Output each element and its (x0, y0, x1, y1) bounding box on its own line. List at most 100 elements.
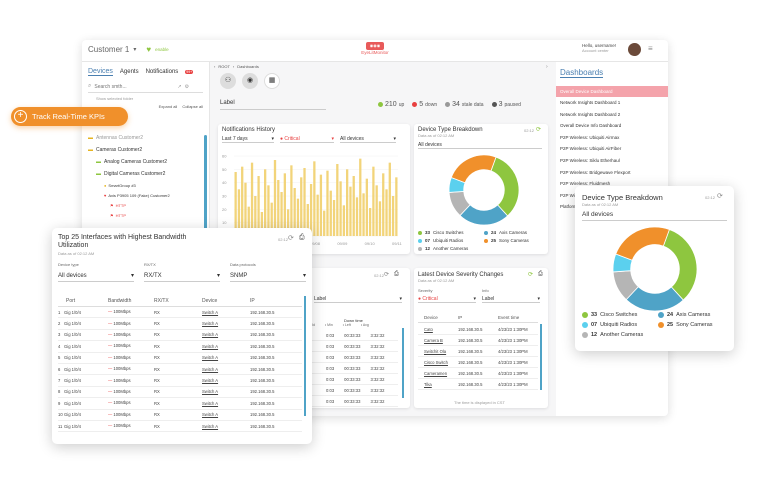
bar[interactable] (241, 166, 244, 236)
donut-slice-sony-cameras[interactable] (450, 154, 497, 184)
bar[interactable] (267, 185, 270, 236)
table-row[interactable]: 8 Gig 1/0/4 〰 100Mbps RX Switch A 192.168.30.… (58, 387, 302, 399)
bar[interactable] (273, 160, 277, 236)
bar[interactable] (349, 186, 352, 236)
table-row[interactable]: Tika 192.168.30.5 4/23/23 1:30PM (418, 379, 538, 390)
dashboard-item[interactable]: Platform (560, 204, 577, 210)
refresh-icon[interactable]: ⟳ (536, 127, 542, 133)
grid-icon[interactable]: ▦ (264, 73, 280, 89)
table-row[interactable]: Camera B 192.168.30.5 4/23/23 1:30PM (418, 335, 538, 346)
device-type-select[interactable]: All devices ▾ (58, 272, 134, 282)
breadcrumb-root[interactable]: ROOT (218, 64, 230, 69)
bar[interactable] (355, 197, 359, 236)
bar[interactable] (244, 182, 247, 236)
sidebar-scrollbar[interactable] (204, 135, 207, 305)
bar[interactable] (382, 173, 385, 236)
bar[interactable] (303, 168, 306, 236)
tab-devices[interactable]: Devices (88, 68, 113, 76)
account-center-link[interactable]: Account center (582, 48, 609, 53)
refresh-icon[interactable]: ⟳ (288, 235, 294, 242)
bar[interactable] (257, 176, 260, 236)
table-cell[interactable]: Switch A (202, 355, 219, 361)
bar[interactable] (280, 192, 283, 236)
dashboard-item[interactable]: P2P Wireless: Ubiquiti AirFiber (560, 146, 622, 152)
tab-notifications[interactable]: Notifications (145, 69, 179, 75)
expand-all-link[interactable]: Expand all (158, 104, 178, 109)
share-icon[interactable]: ↗ (177, 83, 182, 90)
tree-item[interactable]: ⚑ HTTP (110, 203, 127, 208)
bar[interactable] (260, 212, 264, 236)
dashboard-item[interactable]: P2P Wireless: Fluidmesh (560, 181, 611, 187)
bar[interactable] (352, 176, 355, 236)
dashboard-item[interactable]: P2P Wireless: Siklu Etherhaul (560, 157, 620, 163)
print-icon[interactable]: ⎙ (299, 234, 305, 241)
tree-item[interactable]: ▬ Analog Cameras Customer2 (96, 159, 168, 165)
dashboard-item[interactable]: Overall Device Info Dashboard (560, 123, 622, 129)
dashboard-item[interactable]: Network Insights Dashboard 1 (560, 100, 621, 105)
bar[interactable] (365, 178, 368, 236)
table-row[interactable]: 2 Gig 1/0/4 〰 100Mbps RX Switch A 192.168.30.… (58, 318, 302, 330)
severity-select[interactable]: ● Critical ▾ (280, 136, 334, 143)
donut-slice-sony-cameras[interactable] (615, 226, 670, 261)
info-select[interactable]: Label ▾ (482, 296, 540, 303)
dashboard-item[interactable]: Overall Device Dashboard (556, 86, 668, 97)
tree-item[interactable]: ▬ Digital Cameras Customer2 (96, 171, 166, 177)
table-scrollbar[interactable] (304, 296, 306, 416)
table-cell[interactable]: Switch A (202, 309, 219, 315)
bar[interactable] (323, 210, 326, 236)
bar[interactable] (372, 166, 375, 236)
bar[interactable] (277, 180, 280, 236)
table-cell[interactable]: Switch A (202, 321, 219, 327)
device-filter-select[interactable]: All devices (582, 211, 727, 221)
chevron-down-icon[interactable]: ▾ (133, 47, 137, 53)
table-row[interactable]: 5 Gig 1/0/4 〰 100Mbps RX Switch A 192.168.30.… (58, 353, 302, 364)
network-icon[interactable]: ⚇ (220, 73, 236, 89)
table-row[interactable]: Cisco Switch 192.168.30.5 4/23/23 1:30PM (418, 357, 538, 368)
table-row[interactable]: 3 Gig 1/0/4 〰 100Mbps RX Switch A 192.168.30.… (58, 330, 302, 342)
bar[interactable] (286, 209, 290, 236)
dashboard-item[interactable]: P2P Wireless (560, 192, 587, 198)
bar[interactable] (385, 189, 388, 236)
table-cell[interactable]: Switch A (202, 389, 219, 395)
table-scrollbar[interactable] (540, 324, 542, 390)
bar[interactable] (313, 161, 316, 236)
bar[interactable] (326, 170, 329, 236)
bar[interactable] (270, 202, 273, 236)
print-icon[interactable]: ⎙ (394, 271, 399, 277)
bar[interactable] (375, 185, 378, 236)
bar[interactable] (237, 189, 241, 236)
table-cell[interactable]: Switch A (202, 343, 219, 349)
label-select[interactable]: Label ▾ (314, 296, 402, 303)
bar[interactable] (378, 201, 382, 236)
tree-item[interactable]: ♥ Axis P3905 109 (Fake) Customer2 (104, 193, 170, 198)
bar[interactable] (290, 165, 293, 236)
period-select[interactable]: Last 7 days ▾ (222, 136, 274, 143)
refresh-icon[interactable]: ⟳ (384, 272, 390, 278)
table-row[interactable]: 4 Gig 1/0/4 〰 100Mbps RX Switch A 192.168.30.… (58, 341, 302, 353)
collapse-all-link[interactable]: Collapse all (182, 104, 203, 109)
kpi-stale[interactable]: 34 stale data (445, 101, 484, 108)
bar[interactable] (391, 196, 395, 236)
device-filter-select[interactable]: All devices (418, 142, 542, 149)
bar[interactable] (306, 204, 309, 236)
bar[interactable] (319, 174, 323, 236)
table-row[interactable]: 11 Gig 1/0/4 〰 100Mbps RX Switch A 192.168.30… (58, 421, 302, 433)
bar[interactable] (264, 169, 267, 236)
track-kpis-pill[interactable]: + Track Real-Time KPIs (11, 107, 128, 126)
bar[interactable] (339, 181, 342, 236)
bar[interactable] (395, 177, 398, 236)
bar[interactable] (368, 208, 372, 236)
settings-icon[interactable]: ⚙ (184, 83, 190, 90)
tree-item[interactable]: ▬ Cameras Customer2 (88, 147, 143, 153)
dashboard-item[interactable]: Network Insights Dashboard 2 (560, 111, 621, 117)
table-cell[interactable]: Switch A (202, 366, 219, 372)
kpi-up[interactable]: 210 up (378, 101, 404, 108)
table-cell[interactable]: Switch A (202, 400, 219, 406)
bar[interactable] (362, 193, 365, 236)
rxtx-select[interactable]: RX/TX ▾ (144, 272, 220, 282)
bar[interactable] (293, 188, 296, 236)
bar[interactable] (342, 205, 346, 236)
bar[interactable] (250, 162, 254, 236)
severity-select[interactable]: ● Critical ▾ (418, 296, 476, 303)
kpi-down[interactable]: 5 down (412, 101, 437, 108)
